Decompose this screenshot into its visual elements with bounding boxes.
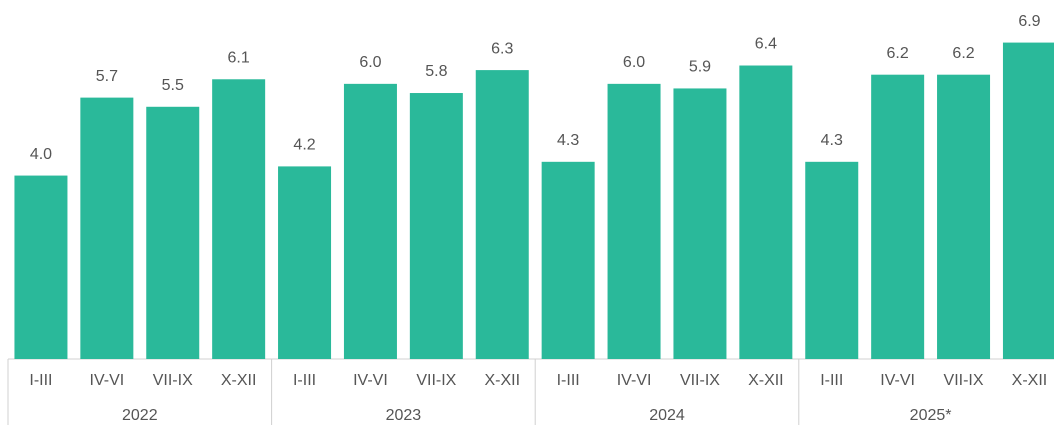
value-label: 6.9 bbox=[1018, 13, 1040, 30]
x-tick-label: I-III bbox=[293, 372, 316, 389]
bar bbox=[607, 83, 661, 359]
x-tick-label: I-III bbox=[820, 372, 843, 389]
value-label: 4.3 bbox=[557, 132, 579, 149]
x-tick-label: I-III bbox=[557, 372, 580, 389]
bar bbox=[212, 79, 266, 360]
value-label: 5.5 bbox=[162, 77, 184, 94]
bar bbox=[1002, 42, 1054, 359]
value-label: 6.4 bbox=[755, 36, 777, 53]
bar bbox=[541, 161, 595, 359]
bar bbox=[146, 106, 200, 360]
value-label: 6.0 bbox=[359, 54, 381, 71]
value-label: 5.8 bbox=[425, 63, 447, 80]
x-tick-label: IV-VI bbox=[617, 372, 652, 389]
x-tick-label: IV-VI bbox=[90, 372, 125, 389]
group-label: 2023 bbox=[386, 407, 422, 424]
group-label: 2022 bbox=[122, 407, 158, 424]
value-label: 6.1 bbox=[228, 49, 250, 66]
x-tick-label: VII-IX bbox=[153, 372, 193, 389]
x-tick-label: X-XII bbox=[484, 372, 520, 389]
value-label: 6.2 bbox=[887, 45, 909, 62]
x-tick-label: X-XII bbox=[221, 372, 257, 389]
x-tick-label: IV-VI bbox=[880, 372, 915, 389]
value-label: 4.0 bbox=[30, 146, 52, 163]
x-tick-label: IV-VI bbox=[353, 372, 388, 389]
x-tick-label: X-XII bbox=[748, 372, 784, 389]
group-label: 2024 bbox=[649, 407, 685, 424]
value-label: 4.3 bbox=[821, 132, 843, 149]
x-tick-label: VII-IX bbox=[416, 372, 456, 389]
value-label: 5.9 bbox=[689, 59, 711, 76]
bar bbox=[475, 70, 529, 359]
bar bbox=[871, 74, 925, 359]
bar bbox=[409, 93, 463, 360]
value-label: 6.0 bbox=[623, 54, 645, 71]
bar bbox=[80, 97, 134, 359]
bar bbox=[14, 175, 68, 359]
group-label: 2025* bbox=[910, 407, 952, 424]
x-tick-label: I-III bbox=[29, 372, 52, 389]
value-label: 6.3 bbox=[491, 40, 513, 57]
bar bbox=[673, 88, 727, 359]
x-tick-label: VII-IX bbox=[680, 372, 720, 389]
bar bbox=[278, 166, 332, 359]
value-label: 6.2 bbox=[952, 45, 974, 62]
bar bbox=[937, 74, 991, 359]
value-label: 4.2 bbox=[293, 137, 315, 154]
bar bbox=[739, 65, 793, 359]
x-tick-label: X-XII bbox=[1012, 372, 1048, 389]
x-tick-label: VII-IX bbox=[944, 372, 984, 389]
value-label: 5.7 bbox=[96, 68, 118, 85]
bar bbox=[343, 83, 397, 359]
bar bbox=[805, 161, 859, 359]
